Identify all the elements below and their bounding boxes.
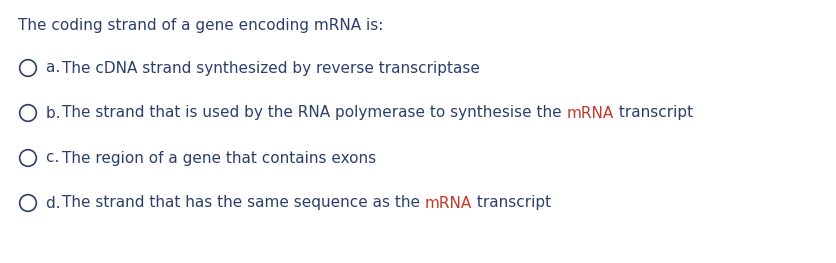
Text: The strand that has the same sequence as the: The strand that has the same sequence as… bbox=[62, 195, 425, 210]
Text: The strand that is used by the RNA polymerase to synthesise the: The strand that is used by the RNA polym… bbox=[62, 105, 566, 120]
Text: mRNA: mRNA bbox=[425, 195, 472, 210]
Text: The coding strand of a gene encoding mRNA is:: The coding strand of a gene encoding mRN… bbox=[18, 18, 383, 33]
Text: b.: b. bbox=[46, 105, 65, 120]
Text: The region of a gene that contains exons: The region of a gene that contains exons bbox=[62, 150, 375, 165]
Text: a.: a. bbox=[46, 60, 65, 75]
Text: mRNA: mRNA bbox=[566, 105, 613, 120]
Text: The cDNA strand synthesized by reverse transcriptase: The cDNA strand synthesized by reverse t… bbox=[62, 60, 479, 75]
Text: transcript: transcript bbox=[613, 105, 692, 120]
Text: transcript: transcript bbox=[472, 195, 551, 210]
Text: c.: c. bbox=[46, 150, 64, 165]
Text: d.: d. bbox=[46, 195, 65, 210]
